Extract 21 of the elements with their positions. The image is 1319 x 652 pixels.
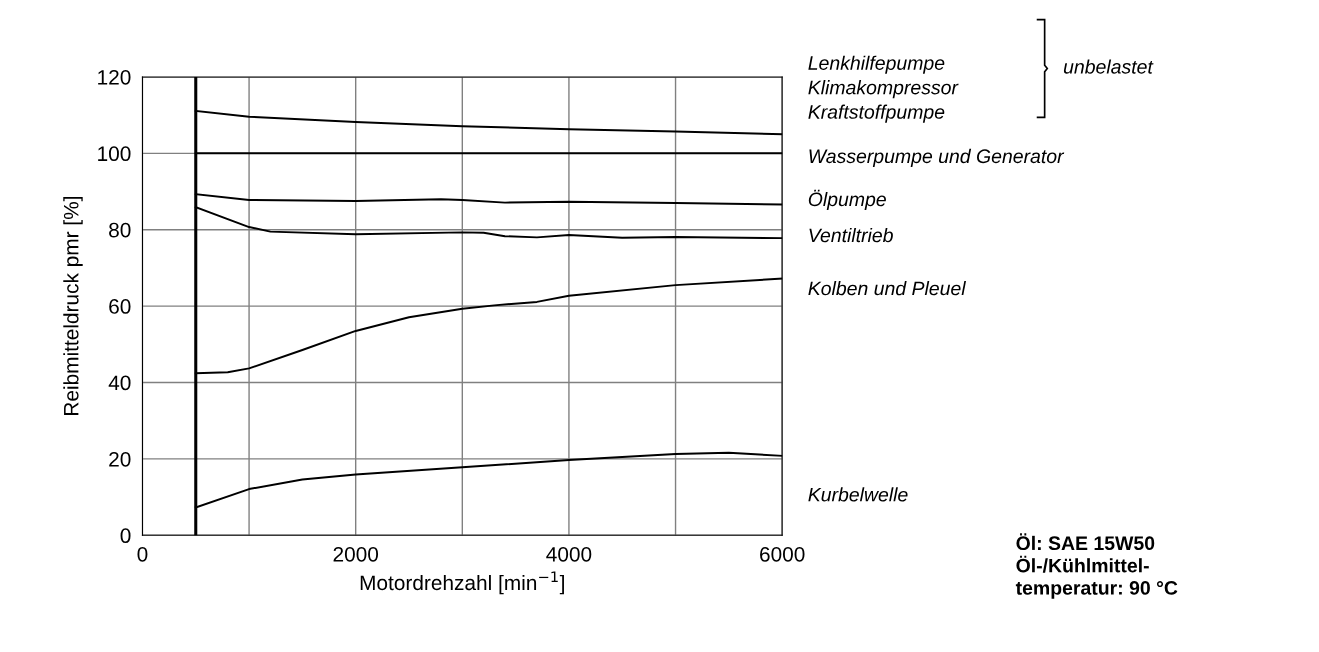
y-tick-label: 20 — [109, 451, 131, 467]
text: unbelastet — [1063, 59, 1154, 74]
y-tick-label: 60 — [109, 299, 131, 314]
series-label: Wasserpumpe und Generator — [809, 148, 1065, 167]
x-tick-label: 6000 — [760, 546, 805, 562]
y-tick-label: 80 — [109, 222, 131, 238]
y-tick-label: 0 — [120, 528, 131, 544]
text: Öl: SAE 15W50 Öl-/Kühlmittel- temperatur: 90 °C — [1015, 533, 1178, 599]
y-tick-label: 100 — [98, 146, 131, 162]
text: Kurbelwelle — [808, 487, 908, 502]
series-label: Lenkhilfepumpe Klimakompressor Kraftstoffpumpe — [808, 55, 959, 123]
y-tick-label: 40 — [108, 375, 131, 391]
series-label: Kolben und Pleuel — [808, 281, 967, 296]
y-axis-title: Reibmitteldruck pmr [%] — [63, 197, 83, 415]
series-label: Ventiltrieb — [809, 227, 893, 243]
x-tick-label: 2000 — [333, 546, 379, 562]
x-axis-title: Motordrehzahl [min$^{−1}$] — [360, 571, 564, 595]
x-tick-label: 0 — [137, 546, 148, 562]
x-tick-label: 4000 — [546, 546, 592, 562]
series-label: Ölpumpe — [808, 189, 886, 211]
y-tick-label: 120 — [98, 69, 131, 85]
